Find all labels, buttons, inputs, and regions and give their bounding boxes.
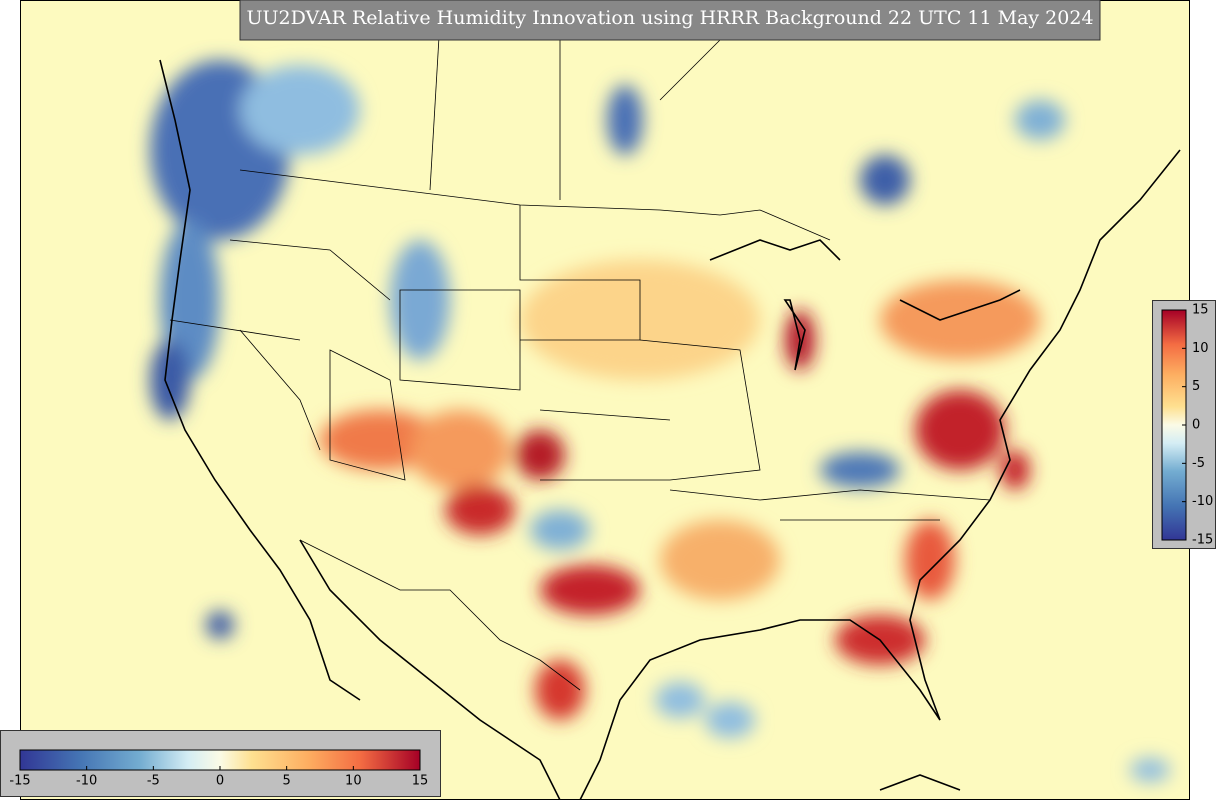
title: UU2DVAR Relative Humidity Innovation usi…: [246, 7, 1093, 29]
title-box: [239, 0, 1101, 41]
borders: [169, 19, 991, 691]
tick-label: 0: [216, 774, 224, 789]
tick-label: -5: [1192, 456, 1205, 471]
tick-label: -10: [76, 774, 97, 789]
tick-label: 10: [1192, 341, 1209, 356]
tick-label: -15: [9, 774, 30, 789]
tick-label: 5: [1192, 379, 1200, 394]
tick-label: -5: [147, 774, 160, 789]
tick-label: 0: [1192, 418, 1200, 433]
map: [20, 0, 1190, 800]
tick-label: -15: [1192, 533, 1213, 548]
coastlines: [159, 59, 1181, 800]
tick-label: -10: [1192, 494, 1213, 509]
tick-label: 5: [283, 774, 291, 789]
tick-label: 15: [1192, 303, 1209, 318]
tick-label: 10: [345, 774, 362, 789]
tick-label: 15: [412, 774, 429, 789]
